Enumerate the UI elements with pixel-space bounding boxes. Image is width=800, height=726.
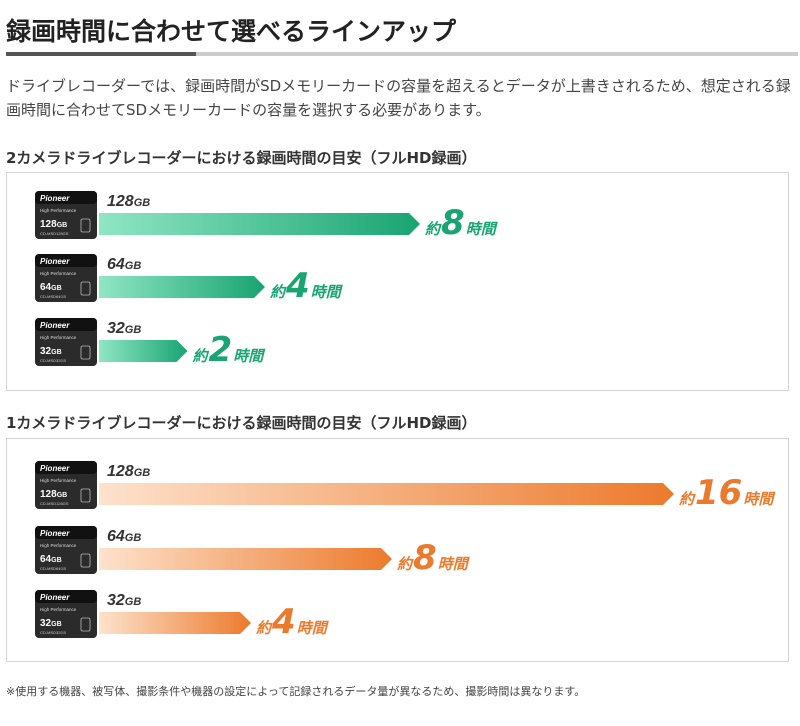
sd-card-model: CD-MSD32GS [40, 630, 67, 635]
chart-1camera: Pioneer High Performance 128GB CD-MSD128GS 1… [6, 438, 789, 662]
section-heading-1camera: 1カメラドライブレコーダーにおける録画時間の目安（フルHD録画） [6, 414, 477, 432]
sd-card-band [35, 590, 97, 603]
sd-card-band [35, 526, 97, 539]
sd-card-brand: Pioneer [40, 257, 70, 266]
sd-card-line: High Performance [40, 335, 77, 340]
sd-card-line: High Performance [40, 208, 77, 213]
sd-card-band [35, 318, 97, 331]
sd-card-capacity: 32GB [40, 618, 62, 629]
page-title: 録画時間に合わせて選べるラインアップ [6, 17, 457, 46]
capacity-label: 128GB [107, 463, 150, 480]
bar [99, 483, 674, 505]
data-label: 約8時間 [396, 538, 471, 578]
bar [99, 612, 251, 634]
sd-card-model: CD-MSD128GS [40, 501, 69, 506]
sd-card-model: CD-MSD32GS [40, 358, 67, 363]
sd-card-line: High Performance [40, 271, 77, 276]
sd-card-band [35, 191, 97, 204]
sd-card-class-mark [80, 218, 91, 233]
sd-card-line: High Performance [40, 607, 77, 612]
bar [99, 276, 265, 298]
sd-card-capacity: 128GB [40, 489, 67, 500]
sd-card-brand: Pioneer [40, 593, 70, 602]
capacity-label: 64GB [107, 528, 141, 545]
data-label: 約8時間 [424, 203, 499, 243]
bar [99, 340, 188, 362]
bar [99, 213, 420, 235]
sd-card-class-mark [80, 281, 91, 296]
capacity-label: 64GB [107, 256, 141, 273]
footnote: ※使用する機器、被写体、撮影条件や機器の設定によって記録されるデータ量が異なるた… [6, 685, 586, 698]
sd-card-brand: Pioneer [40, 194, 70, 203]
sd-card-band [35, 254, 97, 267]
sd-card-capacity: 128GB [40, 219, 67, 230]
sd-card-band [35, 461, 97, 474]
capacity-label: 32GB [107, 592, 141, 609]
intro-text: ドライブレコーダーでは、録画時間がSDメモリーカードの容量を超えるとデータが上書… [6, 77, 791, 119]
title-underline [6, 52, 798, 56]
section-heading-2camera: 2カメラドライブレコーダーにおける録画時間の目安（フルHD録画） [6, 149, 477, 167]
sd-card-brand: Pioneer [40, 529, 70, 538]
sd-card-capacity: 32GB [40, 346, 62, 357]
sd-card-brand: Pioneer [40, 464, 70, 473]
data-label: 約4時間 [269, 266, 344, 306]
sd-card-brand: Pioneer [40, 321, 70, 330]
sd-card-capacity: 64GB [40, 554, 62, 565]
sd-card-class-mark [80, 553, 91, 568]
sd-card-model: CD-MSD64GS [40, 566, 67, 571]
sd-card-model: CD-MSD64GS [40, 294, 67, 299]
sd-card-capacity: 64GB [40, 282, 62, 293]
data-label: 約4時間 [255, 602, 330, 642]
sd-card-line: High Performance [40, 478, 77, 483]
bar [99, 548, 392, 570]
capacity-label: 32GB [107, 320, 141, 337]
capacity-label: 128GB [107, 193, 150, 210]
sd-card-model: CD-MSD128GS [40, 231, 69, 236]
sd-card-class-mark [80, 488, 91, 503]
chart-2camera: Pioneer High Performance 128GB CD-MSD128GS 1… [6, 172, 789, 391]
data-label: 約2時間 [192, 330, 267, 370]
sd-card-class-mark [80, 345, 91, 360]
data-label: 約16時間 [678, 473, 776, 513]
sd-card-class-mark [80, 617, 91, 632]
sd-card-line: High Performance [40, 543, 77, 548]
title-underline-accent [6, 52, 196, 56]
